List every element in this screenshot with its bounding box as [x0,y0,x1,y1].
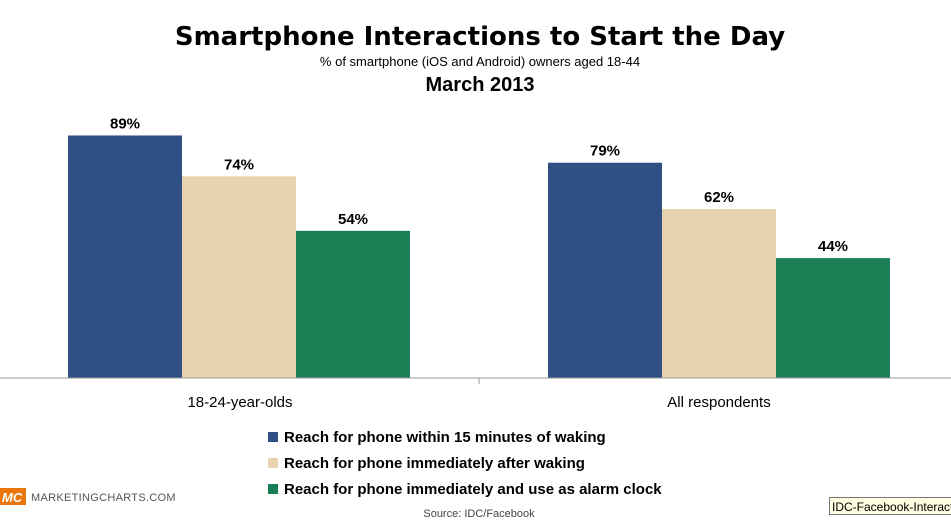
legend-swatch [268,432,278,442]
data-label: 79% [590,143,620,160]
chart-subtitle: % of smartphone (iOS and Android) owners… [320,54,640,69]
legend: Reach for phone within 15 minutes of wak… [268,429,662,498]
data-label: 74% [224,156,254,173]
bar [68,135,182,378]
data-label: 44% [818,238,848,255]
source-note: Source: IDC/Facebook [423,508,535,520]
data-label: 89% [110,115,140,132]
tooltip: IDC-Facebook-Interact [829,497,951,515]
data-label: 54% [338,211,368,228]
category-label: All respondents [667,394,770,411]
legend-label: Reach for phone immediately after waking [284,455,585,472]
data-label: 62% [704,189,734,206]
legend-label: Reach for phone immediately and use as a… [284,481,662,498]
brand-logo [0,488,26,505]
chart-title: Smartphone Interactions to Start the Day [175,22,785,52]
bar [548,162,662,378]
brand-logo-text: MC [2,490,23,505]
bar [182,176,296,378]
legend-label: Reach for phone within 15 minutes of wak… [284,429,606,446]
brand-site: MARKETINGCHARTS.COM [31,492,176,504]
bar [662,209,776,378]
legend-swatch [268,458,278,468]
legend-swatch [268,484,278,494]
plot-area: 89% 79% 74% 62% 54% 44% [68,115,890,378]
chart-date: March 2013 [426,74,535,96]
bar [776,258,890,378]
category-label: 18-24-year-olds [187,394,292,411]
branding: MC MARKETINGCHARTS.COM [0,488,176,505]
bar [296,230,410,378]
